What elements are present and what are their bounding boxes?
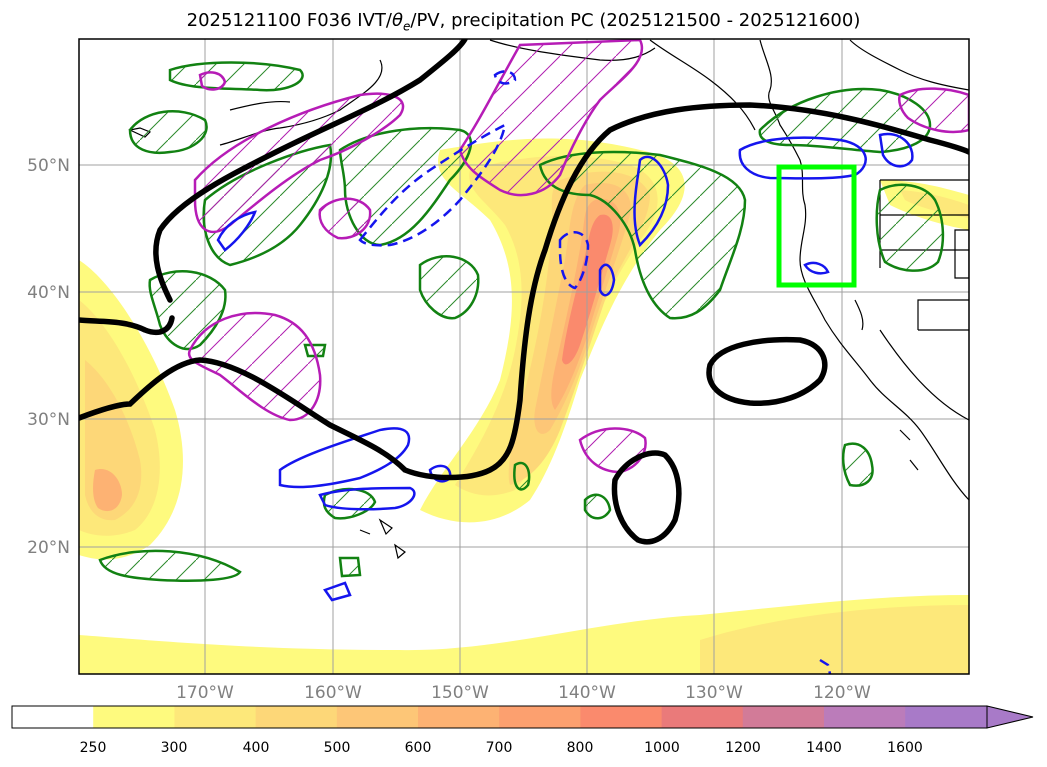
lon-label-140w: 140°W	[558, 683, 616, 703]
colorbar-swatch	[824, 706, 906, 728]
lon-label-170w: 170°W	[176, 683, 234, 703]
colorbar-label-1400: 1400	[806, 740, 842, 756]
lon-label-160w: 160°W	[304, 683, 362, 703]
lon-label-150w: 150°W	[431, 683, 489, 703]
magenta-contours	[187, 39, 969, 474]
colorbar-swatch	[174, 706, 257, 728]
colorbar: 250 300 400 500 600 700 800 1000 1200 14…	[11, 705, 1034, 756]
colorbar-label-1200: 1200	[725, 740, 761, 756]
colorbar-extend-arrow	[986, 705, 1034, 729]
colorbar-swatch	[255, 706, 338, 728]
colorbar-label-1600: 1600	[887, 740, 923, 756]
black-contours	[79, 39, 969, 545]
colorbar-label-600: 600	[405, 740, 432, 756]
map-frame	[78, 38, 970, 675]
colorbar-frame	[11, 705, 988, 729]
colorbar-label-300: 300	[161, 740, 188, 756]
map-title: 2025121100 F036 IVT/θe/PV, precipitation…	[186, 10, 861, 34]
colorbar-label-500: 500	[324, 740, 351, 756]
colorbar-label-1000: 1000	[644, 740, 680, 756]
blue-contours	[216, 132, 914, 602]
colorbar-swatch	[499, 706, 581, 728]
colorbar-swatch	[418, 706, 500, 728]
lon-label-130w: 130°W	[685, 683, 743, 703]
colorbar-swatch	[905, 706, 987, 728]
lon-label-120w: 120°W	[813, 683, 871, 703]
lat-label-30n: 30°N	[27, 410, 70, 430]
latitude-labels: 50°N 40°N 30°N 20°N	[27, 156, 70, 558]
colorbar-swatch	[336, 706, 419, 728]
lat-label-40n: 40°N	[27, 283, 70, 303]
colorbar-swatch	[661, 706, 744, 728]
highlight-box	[776, 164, 857, 288]
colorbar-swatch	[12, 706, 94, 728]
colorbar-swatch	[580, 706, 663, 728]
longitude-labels: 170°W 160°W 150°W 140°W 130°W 120°W	[176, 683, 871, 703]
colorbar-swatch	[742, 706, 825, 728]
colorbar-label-400: 400	[243, 740, 270, 756]
blue-dashed-contours	[358, 70, 832, 674]
lat-label-20n: 20°N	[27, 538, 70, 558]
colorbar-label-250: 250	[80, 740, 107, 756]
colorbar-label-800: 800	[567, 740, 594, 756]
colorbar-swatch	[93, 706, 175, 728]
lat-label-50n: 50°N	[27, 156, 70, 176]
colorbar-label-700: 700	[486, 740, 513, 756]
